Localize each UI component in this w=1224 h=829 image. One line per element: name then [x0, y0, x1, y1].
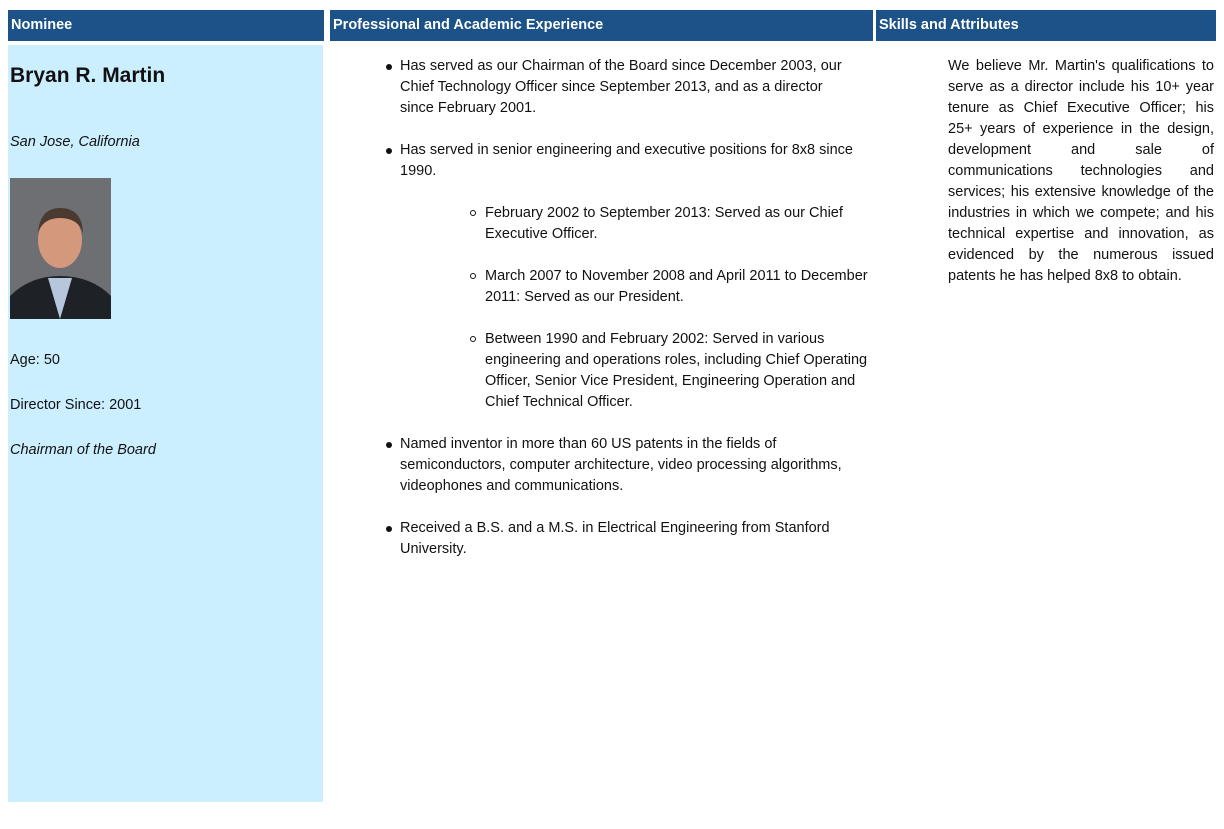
header-skills: Skills and Attributes — [876, 10, 1216, 41]
nominee-location: San Jose, California — [10, 134, 140, 150]
experience-subitem: February 2002 to September 2013: Served … — [470, 203, 880, 245]
experience-subitem: Between 1990 and February 2002: Served i… — [470, 329, 880, 413]
experience-item: Has served in senior engineering and exe… — [386, 140, 868, 413]
experience-text: Has served as our Chairman of the Board … — [400, 58, 842, 116]
experience-text: Named inventor in more than 60 US patent… — [400, 436, 842, 494]
experience-subitem: March 2007 to November 2008 and April 20… — [470, 266, 880, 308]
nominee-column — [8, 45, 323, 802]
experience-list: Has served as our Chairman of the Board … — [386, 56, 868, 581]
skills-text: We believe Mr. Martin's qualifications t… — [948, 58, 1214, 284]
experience-text: Has served in senior engineering and exe… — [400, 142, 853, 179]
header-nominee: Nominee — [8, 10, 324, 41]
experience-item: Has served as our Chairman of the Board … — [386, 56, 856, 119]
experience-item: Received a B.S. and a M.S. in Electrical… — [386, 518, 856, 560]
nominee-director-since: Director Since: 2001 — [10, 397, 142, 413]
nominee-age: Age: 50 — [10, 352, 60, 368]
nominee-photo — [10, 178, 111, 319]
nominee-role: Chairman of the Board — [10, 442, 156, 458]
header-experience: Professional and Academic Experience — [330, 10, 873, 41]
experience-item: Named inventor in more than 60 US patent… — [386, 434, 856, 497]
nominee-name: Bryan R. Martin — [10, 64, 166, 87]
experience-text: Received a B.S. and a M.S. in Electrical… — [400, 520, 830, 557]
